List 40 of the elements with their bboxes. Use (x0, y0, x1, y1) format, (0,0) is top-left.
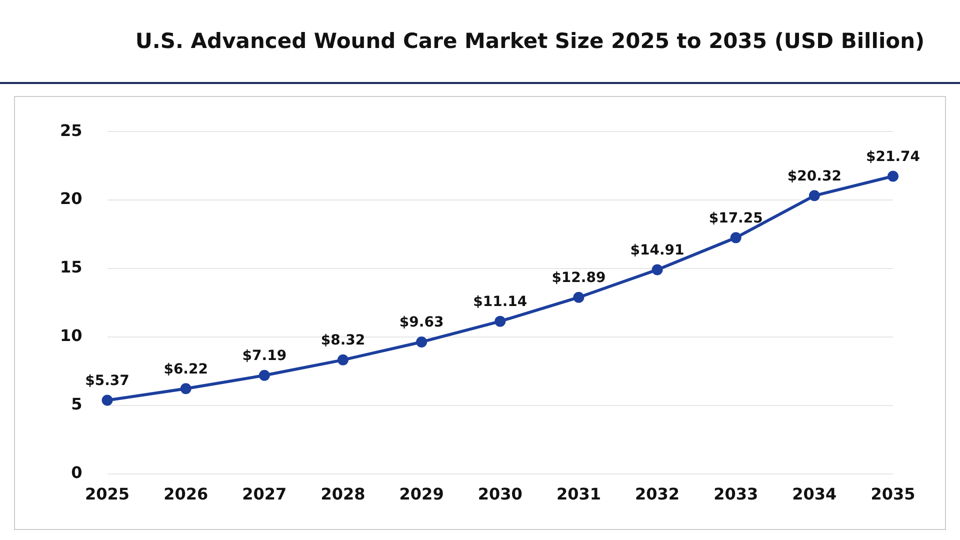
x-tick-label: 2026 (164, 484, 208, 504)
data-label: $5.37 (85, 372, 130, 389)
data-label: $11.14 (473, 294, 528, 310)
point (573, 292, 584, 303)
point (258, 370, 270, 381)
data-label: $7.19 (242, 348, 287, 364)
point (808, 190, 820, 202)
y-tick-label: 10 (60, 326, 82, 346)
x-tick-label: 2029 (399, 484, 444, 504)
x-tick-label: 2031 (556, 484, 601, 504)
data-label: $8.32 (320, 332, 366, 349)
data-label: $21.74 (866, 148, 920, 165)
x-tick-label: 2033 (714, 484, 758, 504)
x-tick-label: 2032 (635, 484, 680, 504)
x-tick-label: 2035 (870, 484, 916, 504)
data-label: $20.32 (787, 168, 842, 184)
y-tick-label: 15 (60, 258, 82, 277)
x-tick-label: 2030 (478, 484, 522, 504)
data-label: $12.89 (552, 270, 606, 286)
x-tick-label: 2025 (85, 484, 130, 504)
data-label: $14.91 (630, 242, 684, 258)
x-tick-label: 2028 (320, 484, 366, 504)
x-tick-label: 2027 (242, 484, 287, 504)
point (102, 394, 113, 406)
y-tick-label: 5 (71, 394, 82, 414)
data-label: $9.63 (399, 314, 444, 331)
point (730, 232, 742, 244)
point (888, 170, 898, 182)
point (652, 264, 663, 276)
chart-title: U.S. Advanced Wound Care Market Size 2025 to 2035 (USD Billion) (135, 29, 925, 53)
y-tick-label: 0 (71, 462, 82, 482)
point (494, 316, 506, 327)
y-tick-label: 25 (60, 120, 82, 140)
point (337, 354, 348, 366)
point (416, 336, 428, 348)
data-label: $6.22 (164, 361, 208, 378)
data-label: $17.25 (708, 210, 763, 226)
point (180, 383, 192, 394)
x-tick-label: 2034 (792, 484, 837, 504)
y-tick-label: 20 (60, 189, 82, 208)
